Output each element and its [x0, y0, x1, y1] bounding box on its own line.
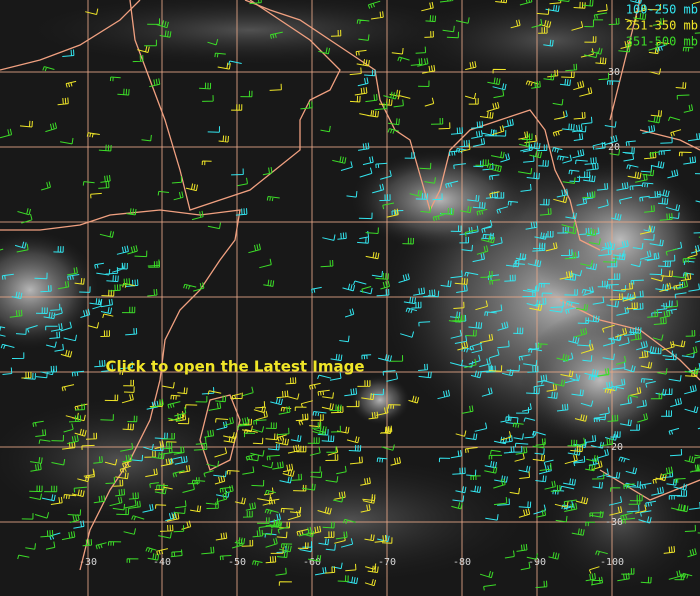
latitude-label: 20 — [608, 142, 620, 153]
longitude-label: -70 — [378, 557, 396, 568]
longitude-label: -30 — [79, 557, 97, 568]
legend-entry: 251-350 mb — [626, 19, 698, 33]
legend-entry: 351-500 mb — [626, 35, 698, 49]
latitude-label: -30 — [605, 517, 623, 528]
latitude-label: -20 — [605, 442, 623, 453]
latitude-label: 30 — [608, 67, 620, 78]
legend-entry: 100-250 mb — [626, 3, 698, 17]
longitude-label: -100 — [600, 557, 624, 568]
longitude-label: -40 — [153, 557, 171, 568]
longitude-label: -50 — [228, 557, 246, 568]
barb-group — [19, 0, 700, 587]
legend: 100-250 mb 251-350 mb 351-500 mb — [626, 3, 698, 49]
longitude-label: -80 — [453, 557, 471, 568]
longitude-label: -90 — [528, 557, 546, 568]
longitude-label: -60 — [303, 557, 321, 568]
latest-image-link[interactable]: Click to open the Latest Image — [105, 358, 364, 376]
